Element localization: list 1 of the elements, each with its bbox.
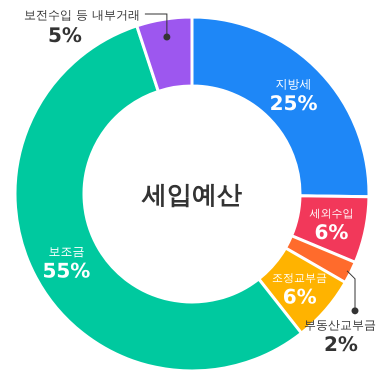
title: 세입예산 <box>142 180 242 209</box>
